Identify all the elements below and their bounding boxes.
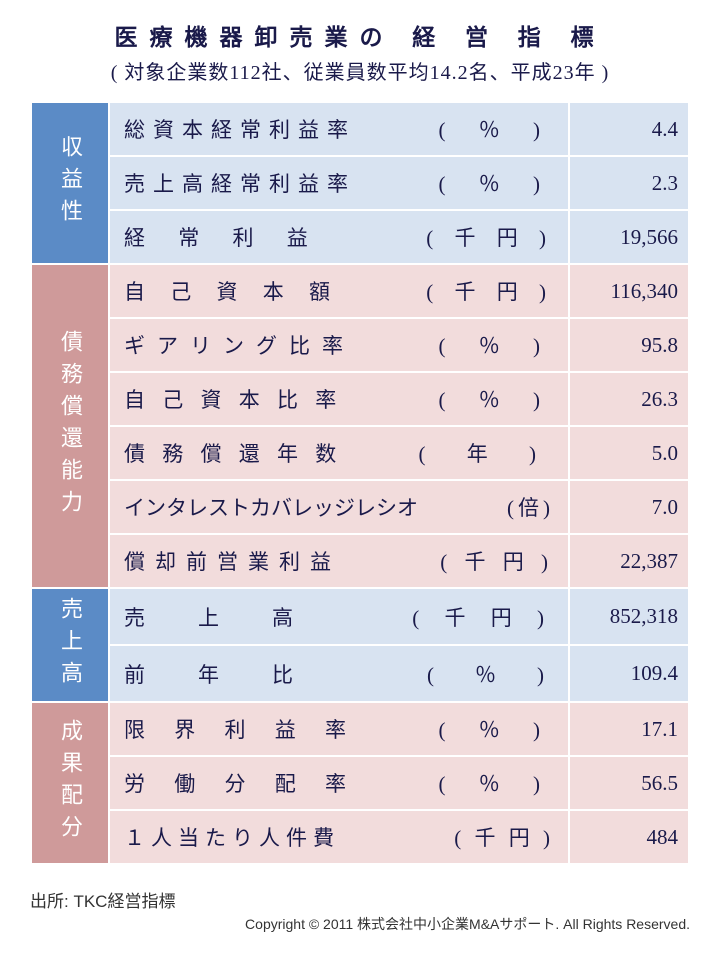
table-row: 債務償還能力自 己 資 本 額( 千 円 )116,340 (31, 264, 689, 318)
metric-label: 自 己 資 本 額( 千 円 ) (109, 264, 569, 318)
page-title: 医療機器卸売業の 経 営 指 標 (30, 18, 690, 52)
metric-label: 総資本経常利益率( ％ ) (109, 102, 569, 156)
metric-value: 484 (569, 810, 689, 864)
metric-label: 売 上 高( 千 円 ) (109, 588, 569, 645)
table-row: 収益性総資本経常利益率( ％ )4.4 (31, 102, 689, 156)
category-cell: 収益性 (31, 102, 109, 264)
metric-label: ギアリング比率( ％ ) (109, 318, 569, 372)
table-row: １人当たり人件費( 千 円 )484 (31, 810, 689, 864)
source-label: 出所: TKC経営指標 (30, 887, 690, 912)
metric-value: 5.0 (569, 426, 689, 480)
metric-value: 19,566 (569, 210, 689, 264)
table-row: 債 務 償 還 年 数( 年 )5.0 (31, 426, 689, 480)
metric-label: 限 界 利 益 率( ％ ) (109, 702, 569, 756)
category-cell: 債務償還能力 (31, 264, 109, 588)
table-row: 成果配分限 界 利 益 率( ％ )17.1 (31, 702, 689, 756)
table-row: 償却前営業利益( 千 円 )22,387 (31, 534, 689, 588)
category-cell: 売上高 (31, 588, 109, 702)
metric-value: 116,340 (569, 264, 689, 318)
table-row: 自 己 資 本 比 率( ％ )26.3 (31, 372, 689, 426)
category-cell: 成果配分 (31, 702, 109, 864)
metric-label: 債 務 償 還 年 数( 年 ) (109, 426, 569, 480)
metric-value: 56.5 (569, 756, 689, 810)
metric-label: 自 己 資 本 比 率( ％ ) (109, 372, 569, 426)
metric-value: 4.4 (569, 102, 689, 156)
table-row: 前 年 比( ％ )109.4 (31, 645, 689, 702)
page-subtitle: ( 対象企業数112社、従業員数平均14.2名、平成23年 ) (30, 56, 690, 85)
table-row: 売上高経常利益率( ％ )2.3 (31, 156, 689, 210)
table-row: ギアリング比率( ％ )95.8 (31, 318, 689, 372)
metric-label: インタレストカバレッジレシオ(倍) (109, 480, 569, 534)
metric-label: 労 働 分 配 率( ％ ) (109, 756, 569, 810)
metric-value: 2.3 (569, 156, 689, 210)
metric-value: 852,318 (569, 588, 689, 645)
metric-label: 経 常 利 益( 千 円 ) (109, 210, 569, 264)
metric-value: 7.0 (569, 480, 689, 534)
indicators-table: 収益性総資本経常利益率( ％ )4.4売上高経常利益率( ％ )2.3経 常 利… (30, 101, 690, 865)
metric-value: 22,387 (569, 534, 689, 588)
table-row: 売上高売 上 高( 千 円 )852,318 (31, 588, 689, 645)
metric-value: 17.1 (569, 702, 689, 756)
copyright-label: Copyright © 2011 株式会社中小企業M&Aサポート. All Ri… (30, 914, 690, 934)
table-row: インタレストカバレッジレシオ(倍)7.0 (31, 480, 689, 534)
metric-label: １人当たり人件費( 千 円 ) (109, 810, 569, 864)
metric-label: 前 年 比( ％ ) (109, 645, 569, 702)
metric-label: 売上高経常利益率( ％ ) (109, 156, 569, 210)
table-row: 労 働 分 配 率( ％ )56.5 (31, 756, 689, 810)
metric-value: 95.8 (569, 318, 689, 372)
metric-label: 償却前営業利益( 千 円 ) (109, 534, 569, 588)
table-row: 経 常 利 益( 千 円 )19,566 (31, 210, 689, 264)
metric-value: 26.3 (569, 372, 689, 426)
metric-value: 109.4 (569, 645, 689, 702)
